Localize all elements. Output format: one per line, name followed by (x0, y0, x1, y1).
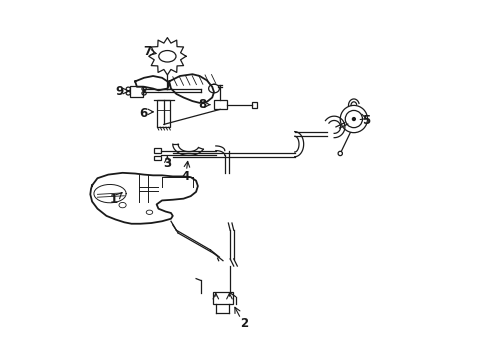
Text: 4: 4 (181, 170, 189, 183)
Text: 9: 9 (115, 85, 123, 98)
Text: 2: 2 (240, 317, 248, 330)
Bar (213, 292, 233, 304)
Bar (251, 102, 257, 108)
Text: 7: 7 (142, 45, 151, 58)
Bar (129, 86, 142, 97)
Bar (157, 100, 170, 127)
Text: 6: 6 (139, 107, 147, 120)
Text: 1: 1 (109, 193, 118, 206)
Bar (213, 100, 226, 109)
Text: 8: 8 (198, 98, 206, 111)
Bar (154, 148, 160, 153)
Circle shape (352, 118, 355, 121)
Text: 5: 5 (362, 114, 370, 127)
Text: 3: 3 (163, 157, 171, 170)
Bar (154, 156, 160, 160)
